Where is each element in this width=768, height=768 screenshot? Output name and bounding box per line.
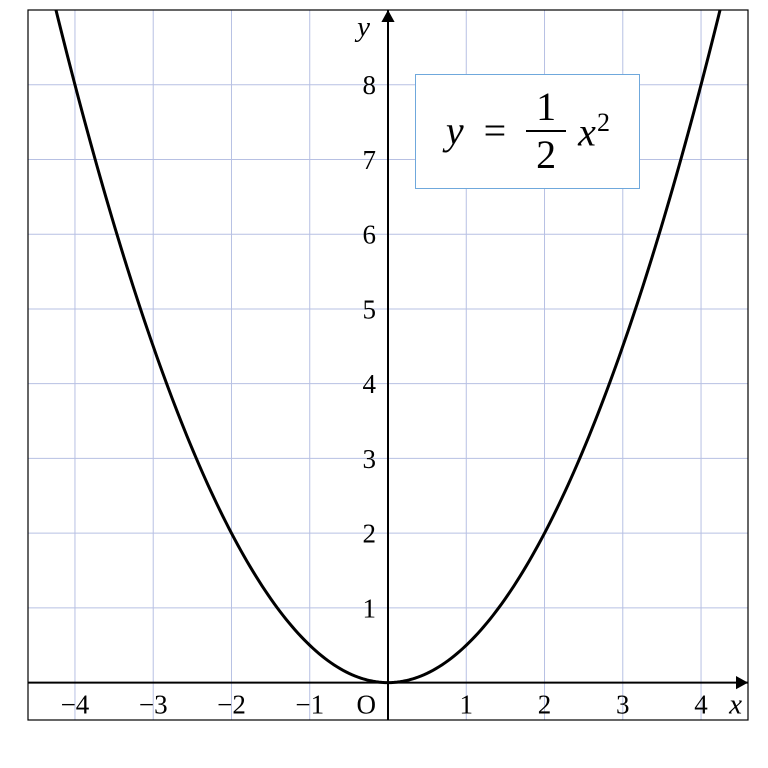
y-tick-label: 7 — [363, 145, 377, 175]
y-tick-label: 3 — [363, 444, 377, 474]
chart-container: 12345678 −4−3−2−11234 yxO y = 1 2 x2 — [0, 0, 768, 768]
x-tick-label: 1 — [460, 690, 474, 720]
x-tick-label: 3 — [616, 690, 630, 720]
x-tick-label: −3 — [139, 690, 168, 720]
equation-equals: = — [484, 111, 507, 151]
x-tick-label: 4 — [694, 690, 708, 720]
equation-x-squared: x2 — [578, 110, 610, 152]
equation-frac-den: 2 — [526, 134, 566, 176]
y-tick-label: 1 — [363, 593, 377, 623]
equation-y: y — [446, 111, 464, 151]
parabola-chart: 1 2 3 4 5 6 7 8 −4 −3 −2 −1 1 2 3 4 y x O — [0, 0, 768, 768]
y-tick-label: 8 — [363, 70, 377, 100]
equation-fraction: 1 2 — [526, 86, 566, 176]
origin-label: O — [357, 690, 377, 720]
equation: y = 1 2 x2 — [446, 86, 610, 176]
x-tick-label: −2 — [217, 690, 246, 720]
y-axis-label: y — [354, 11, 370, 43]
y-tick-label: 6 — [363, 220, 377, 250]
equation-frac-num: 1 — [526, 86, 566, 128]
x-axis-label: x — [728, 689, 742, 721]
x-tick-label: −1 — [295, 690, 324, 720]
x-tick-label: −4 — [61, 690, 90, 720]
y-tick-label: 4 — [363, 369, 377, 399]
equation-exponent: 2 — [597, 108, 610, 137]
equation-box: y = 1 2 x2 — [415, 74, 640, 189]
y-tick-label: 5 — [363, 294, 377, 324]
equation-x: x — [578, 109, 596, 154]
x-tick-label: 2 — [538, 690, 552, 720]
y-tick-label: 2 — [363, 519, 377, 549]
